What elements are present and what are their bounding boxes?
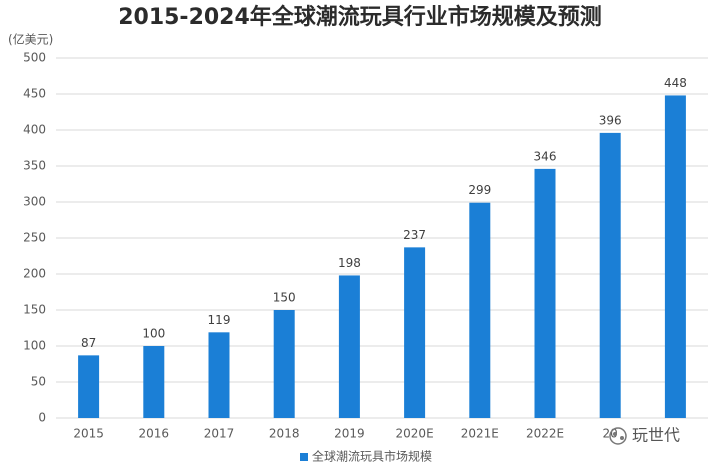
y-tick-label: 200: [23, 267, 46, 281]
value-label: 237: [403, 228, 426, 242]
bar: [534, 168, 556, 418]
bar: [469, 202, 491, 418]
x-tick-label: 2015: [73, 427, 104, 441]
value-label: 87: [81, 336, 96, 350]
chart-title: 2015-2024年全球潮流玩具行业市场规模及预测: [118, 4, 602, 30]
bar: [404, 247, 426, 418]
value-label: 346: [534, 149, 557, 163]
bar: [78, 355, 100, 418]
x-tick-label: 2019: [334, 427, 365, 441]
bar: [143, 346, 165, 418]
value-label: 299: [468, 183, 491, 197]
y-tick-label: 250: [23, 231, 46, 245]
x-tick-label: 2022E: [526, 427, 564, 441]
legend-swatch: [300, 453, 308, 461]
bar: [273, 310, 295, 418]
x-tick-label: 2020E: [396, 427, 434, 441]
value-label: 448: [664, 76, 687, 90]
bar: [208, 332, 230, 418]
watermark-icon-dot: [613, 432, 617, 436]
value-label: 150: [273, 291, 296, 305]
legend-label: 全球潮流玩具市场规模: [312, 449, 432, 464]
bar: [664, 95, 686, 418]
x-tick-label: 2021E: [461, 427, 499, 441]
watermark-text: 玩世代: [632, 426, 680, 445]
y-tick-label: 0: [38, 411, 46, 425]
y-tick-label: 150: [23, 303, 46, 317]
y-tick-label: 500: [23, 51, 46, 65]
y-axis-label: (亿美元): [8, 32, 53, 47]
value-label: 396: [599, 113, 622, 127]
watermark: 玩世代: [609, 426, 680, 445]
x-tick-label: 2016: [139, 427, 170, 441]
y-tick-label: 300: [23, 195, 46, 209]
x-tick-label: 2017: [204, 427, 235, 441]
x-tick-label: 2018: [269, 427, 300, 441]
bar: [599, 132, 621, 418]
value-label: 100: [142, 327, 165, 341]
value-label: 198: [338, 256, 361, 270]
watermark-icon: [609, 427, 627, 445]
y-tick-label: 100: [23, 339, 46, 353]
bar: [338, 275, 360, 418]
y-tick-label: 400: [23, 123, 46, 137]
y-tick-label: 450: [23, 87, 46, 101]
value-label: 119: [208, 313, 231, 327]
y-tick-label: 350: [23, 159, 46, 173]
watermark-icon-dot: [620, 436, 624, 440]
y-tick-label: 50: [31, 375, 46, 389]
